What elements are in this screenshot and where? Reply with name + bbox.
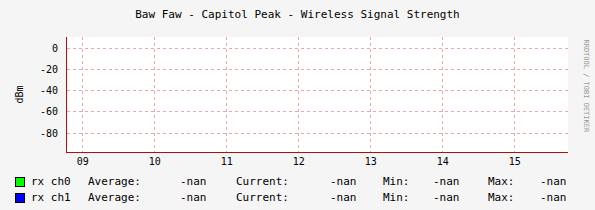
svg-text:15: 15 bbox=[509, 156, 521, 167]
svg-text:14: 14 bbox=[437, 156, 449, 167]
svg-text:RRDTOOL / TOBI OETIKER: RRDTOOL / TOBI OETIKER bbox=[582, 39, 590, 133]
html-text:Current:: Current: bbox=[236, 191, 289, 204]
html-text:-nan: -nan bbox=[180, 175, 207, 188]
svg-text:-60: -60 bbox=[40, 106, 58, 117]
html-text:Average:: Average: bbox=[88, 191, 141, 204]
html-text:-nan: -nan bbox=[330, 175, 357, 188]
html-text:Current:: Current: bbox=[236, 175, 289, 188]
html-text:Max:: Max: bbox=[488, 175, 515, 188]
svg-text:10: 10 bbox=[149, 156, 161, 167]
svg-text:13: 13 bbox=[365, 156, 377, 167]
html-text:-nan: -nan bbox=[540, 175, 567, 188]
html-text:-nan: -nan bbox=[433, 175, 460, 188]
html-text:rx ch0: rx ch0 bbox=[31, 175, 71, 188]
html-text:-nan: -nan bbox=[180, 191, 207, 204]
svg-text:11: 11 bbox=[221, 156, 233, 167]
html-text:-nan: -nan bbox=[540, 191, 567, 204]
svg-text:12: 12 bbox=[293, 156, 305, 167]
svg-text:0: 0 bbox=[52, 43, 58, 54]
html-text:Max:: Max: bbox=[488, 191, 515, 204]
html-text:Min:: Min: bbox=[383, 175, 410, 188]
html-text:-nan: -nan bbox=[330, 191, 357, 204]
html-text:Average:: Average: bbox=[88, 175, 141, 188]
svg-text:-40: -40 bbox=[40, 85, 58, 96]
svg-text:09: 09 bbox=[77, 156, 89, 167]
svg-text:-80: -80 bbox=[40, 128, 58, 139]
svg-text:dBm: dBm bbox=[14, 85, 25, 103]
svg-text:Baw Faw - Capitol Peak - Wirel: Baw Faw - Capitol Peak - Wireless Signal… bbox=[135, 8, 460, 21]
html-text:-nan: -nan bbox=[433, 191, 460, 204]
html-text:rx ch1: rx ch1 bbox=[31, 191, 71, 204]
svg-text:-20: -20 bbox=[40, 64, 58, 75]
html-text:Min:: Min: bbox=[383, 191, 410, 204]
